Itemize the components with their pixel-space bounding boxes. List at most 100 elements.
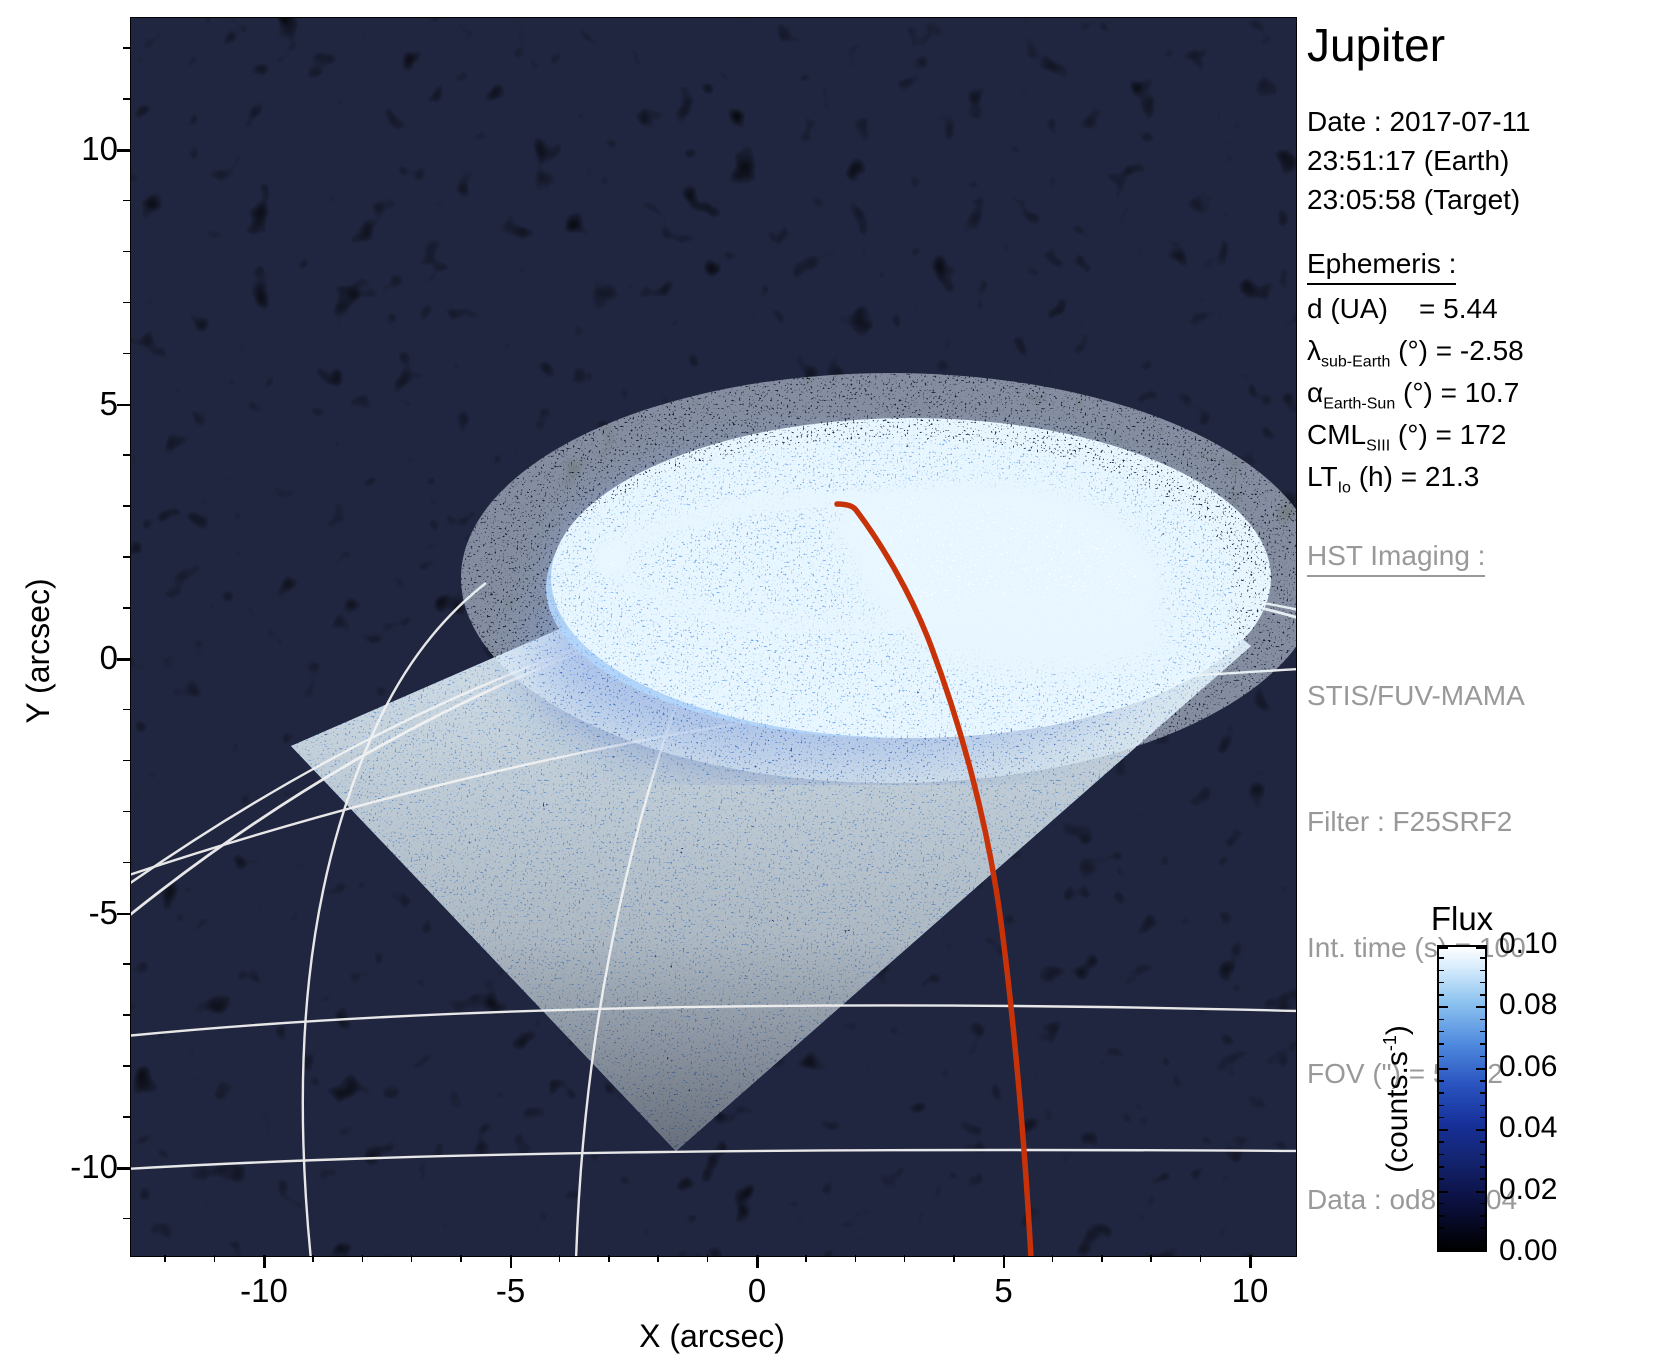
colorbar-minor-tick-right <box>1480 1202 1485 1205</box>
earth-time-line: 23:51:17 (Earth) <box>1307 145 1510 176</box>
x-axis-minor-tick <box>608 1255 610 1262</box>
colorbar-tick-label: 0.02 <box>1499 1172 1558 1206</box>
x-axis-title: X (arcsec) <box>639 1318 785 1354</box>
x-tick-label: 5 <box>994 1272 1013 1309</box>
latitude-arc-3 <box>131 1148 1296 1170</box>
ephemeris-row-cml: CMLSIII (°) = 172 <box>1307 419 1507 455</box>
y-axis-minor-tick <box>123 47 130 49</box>
colorbar-minor-tick-left <box>1439 1018 1444 1021</box>
colorbar-tick-right <box>1476 1248 1485 1250</box>
colorbar-tick-label: 0.04 <box>1499 1111 1558 1145</box>
colorbar-minor-tick-right <box>1480 1030 1485 1033</box>
y-axis-minor-tick <box>123 810 130 813</box>
colorbar-minor-tick-left <box>1439 1166 1444 1168</box>
colorbar-minor-tick-left <box>1439 1239 1444 1242</box>
y-tick-label: -5 <box>88 893 118 931</box>
colorbar-minor-tick-right <box>1480 1166 1485 1168</box>
jupiter-aurora-image <box>131 18 1296 1256</box>
hst-filter-line: Filter : F25SRF2 <box>1307 806 1513 837</box>
y-axis-minor-tick <box>123 708 130 711</box>
hst-int-time-line: Int. time (s) = 100 <box>1307 932 1526 963</box>
colorbar-minor-tick-right <box>1480 1006 1485 1008</box>
colorbar-minor-tick-left <box>1439 1227 1444 1229</box>
colorbar-minor-tick-right <box>1480 1239 1485 1242</box>
date-line: Date : 2017-07-11 <box>1307 106 1531 137</box>
y-axis-major-tick <box>117 149 130 152</box>
x-axis-minor-tick <box>312 1255 314 1262</box>
colorbar-minor-tick-right <box>1480 1215 1485 1217</box>
x-axis-minor-tick <box>953 1255 955 1262</box>
colorbar-minor-tick-left <box>1439 957 1444 959</box>
ephemeris-row-io-local-time: LTIo (h) = 21.3 <box>1307 461 1480 497</box>
colorbar-minor-tick-left <box>1439 1116 1444 1119</box>
y-axis-minor-tick <box>123 454 130 456</box>
x-axis-minor-tick <box>1101 1255 1103 1262</box>
colorbar-minor-tick-right <box>1480 945 1485 947</box>
main-plot <box>130 17 1297 1257</box>
colorbar-minor-tick-right <box>1480 994 1485 996</box>
y-axis-minor-tick <box>123 963 130 965</box>
y-tick-label: -10 <box>70 1148 118 1185</box>
colorbar-minor-tick-left <box>1439 1178 1444 1180</box>
colorbar-tick-label: 0.06 <box>1499 1049 1558 1083</box>
y-tick-label: 5 <box>99 384 118 422</box>
y-axis-minor-tick <box>123 98 130 100</box>
hst-instrument-line: STIS/FUV-MAMA <box>1307 680 1525 711</box>
x-axis-minor-tick <box>1199 1255 1202 1262</box>
latitude-arc-2 <box>131 1004 1296 1037</box>
colorbar-minor-tick-right <box>1480 1116 1485 1119</box>
colorbar-minor-tick-left <box>1439 1215 1444 1217</box>
target-time-line: 23:05:58 (Target) <box>1307 184 1521 215</box>
y-axis-minor-tick <box>123 250 130 253</box>
colorbar-minor-tick-left <box>1439 1092 1444 1094</box>
colorbar-minor-tick-right <box>1480 1092 1485 1094</box>
x-axis-major-tick <box>756 1255 759 1268</box>
y-axis-minor-tick <box>123 352 130 355</box>
colorbar-minor-tick-right <box>1480 981 1485 984</box>
colorbar-minor-tick-left <box>1439 1141 1444 1143</box>
y-axis-minor-tick <box>123 1116 130 1118</box>
colorbar-minor-tick-left <box>1439 1080 1444 1082</box>
x-axis-minor-tick <box>657 1255 659 1262</box>
ephemeris-heading: Ephemeris : <box>1307 248 1457 285</box>
x-axis-minor-tick <box>164 1255 166 1262</box>
colorbar-minor-tick-left <box>1439 1104 1444 1107</box>
y-axis-minor-tick <box>123 505 130 507</box>
x-tick-label: 10 <box>1231 1272 1269 1309</box>
colorbar-minor-tick-left <box>1439 1043 1444 1045</box>
x-axis-minor-tick <box>1051 1255 1054 1262</box>
hst-imaging-section: HST Imaging : STIS/FUV-MAMA Filter : F25… <box>1307 540 1526 1305</box>
y-axis-minor-tick <box>123 1014 130 1016</box>
x-tick-label: -5 <box>495 1272 526 1309</box>
y-axis-major-tick <box>117 658 130 661</box>
ephemeris-section: Ephemeris : <box>1307 248 1457 285</box>
meridian-arc-1 <box>301 582 487 1256</box>
io-footprint-track <box>834 501 1034 1256</box>
colorbar-title: Flux <box>1430 900 1494 937</box>
x-tick-label: 0 <box>747 1272 767 1309</box>
x-axis-major-tick <box>509 1255 512 1268</box>
colorbar-tick-label: 0.10 <box>1499 927 1558 960</box>
y-tick-label: 10 <box>81 130 118 167</box>
x-axis-minor-tick <box>460 1255 462 1262</box>
colorbar-minor-tick-left <box>1439 1030 1444 1033</box>
x-axis-minor-tick <box>706 1255 709 1262</box>
x-axis-minor-tick <box>213 1255 216 1262</box>
colorbar-minor-tick-right <box>1480 1104 1485 1107</box>
x-axis-minor-tick <box>1150 1255 1152 1262</box>
date-block: Date : 2017-07-11 23:51:17 (Earth) 23:05… <box>1307 102 1531 219</box>
colorbar-minor-tick-right <box>1480 1227 1485 1229</box>
hst-data-id-line: Data : od8k0yj04 <box>1307 1184 1518 1215</box>
hst-imaging-heading: HST Imaging : <box>1307 540 1486 577</box>
x-axis-major-tick <box>1002 1255 1005 1268</box>
y-axis-major-tick <box>117 912 130 915</box>
colorbar-minor-tick-left <box>1439 994 1444 996</box>
y-axis-minor-tick <box>123 556 130 558</box>
x-axis-minor-tick <box>558 1255 561 1262</box>
y-axis-minor-tick <box>123 607 130 609</box>
colorbar-minor-tick-left <box>1439 969 1444 972</box>
colorbar-tick-label: 0.08 <box>1499 988 1558 1022</box>
figure-title: Jupiter <box>1307 19 1446 71</box>
x-axis-minor-tick <box>805 1255 807 1262</box>
